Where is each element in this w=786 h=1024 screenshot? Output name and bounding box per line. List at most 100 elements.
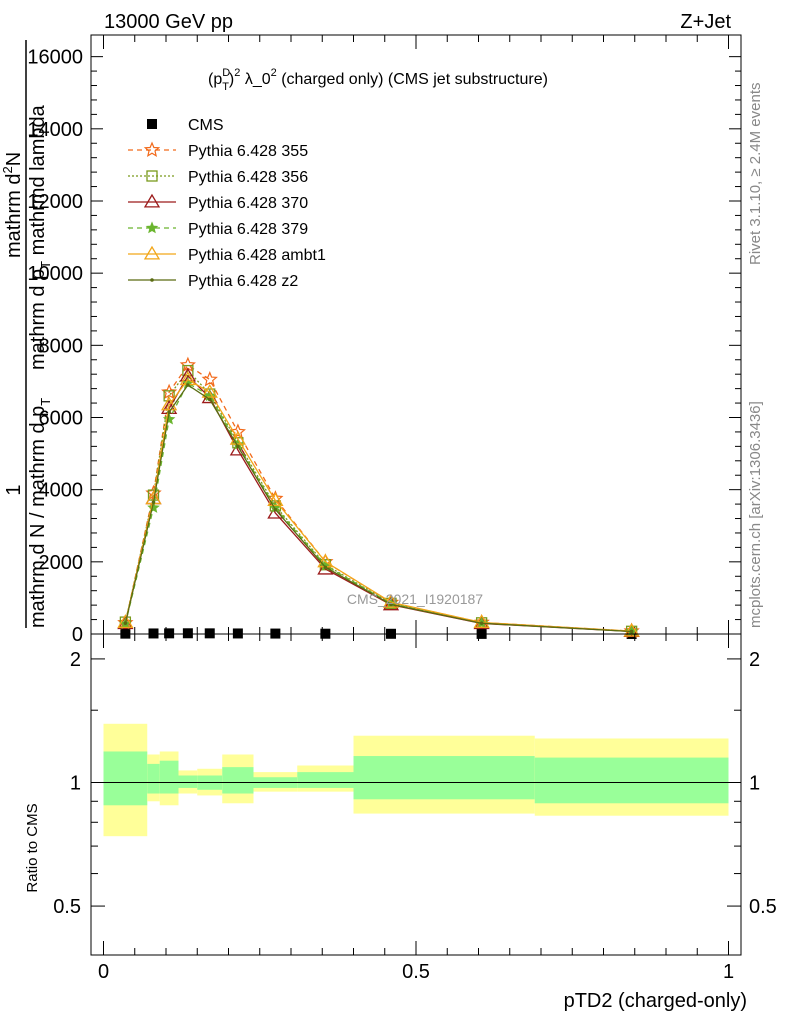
ratio-ytick-label-right: 2 [749, 649, 760, 671]
ylabel-denom2-rest: mathrmd lambda [27, 104, 49, 260]
main-ytick-label: 0 [72, 624, 83, 646]
legend-label: Pythia 6.428 356 [188, 169, 308, 186]
ratio-band-inner [297, 772, 354, 788]
mcplots-label: mcplots.cern.ch [arXiv:1306.3436] [747, 401, 764, 628]
series-line [124, 369, 632, 632]
main-ytick-label: 10000 [27, 263, 83, 285]
ylabel-numer2-sup: 2 [0, 166, 15, 173]
legend-marker [145, 221, 159, 234]
legend-marker [150, 278, 154, 282]
ylabel-denom2: mathrm d pT mathrmd lambda [27, 104, 53, 370]
title-p: p [213, 71, 222, 88]
header-right-label: Z+Jet [680, 11, 731, 33]
data-point [629, 629, 634, 634]
ratio-ytick-label-right: 0.5 [749, 896, 777, 918]
ratio-band-inner [222, 767, 254, 794]
legend-marker [143, 193, 161, 208]
data-point [207, 397, 212, 402]
title-sup-2a: 2 [234, 67, 240, 79]
data-point [623, 622, 640, 637]
data-point [201, 371, 218, 387]
main-ytick-label: 2000 [39, 552, 84, 574]
data-point [164, 628, 175, 639]
ylabel-denom1-sub: T [38, 398, 53, 406]
ratio-band-inner [534, 757, 729, 804]
x-tick-label: 0 [98, 961, 109, 983]
data-point [389, 602, 393, 607]
data-point [479, 621, 484, 625]
main-ytick-label: 16000 [27, 47, 83, 69]
series-line [124, 378, 632, 632]
main-ytick-label: 14000 [27, 119, 83, 141]
data-point [147, 501, 160, 513]
chart-title: (pD T)2 λ_02 (charged only) (CMS jet subs… [208, 67, 548, 93]
ratio-ytick-label-left: 2 [70, 649, 81, 671]
x-tick-label: 1 [723, 961, 734, 983]
data-point [161, 383, 178, 400]
legend-marker [146, 170, 158, 182]
title-sup-2b: 2 [271, 67, 277, 79]
ratio-band-inner [147, 763, 160, 794]
ylabel-denom1: mathrm d N / mathrm d pT [27, 398, 53, 628]
data-point [236, 444, 240, 449]
analysis-watermark: CMS_2021_I1920187 [347, 591, 483, 607]
ylabel-numer2-rest: N [3, 152, 25, 166]
legend-marker [143, 141, 161, 157]
title-sup-d: D [222, 67, 230, 79]
main-ytick-label: 8000 [39, 335, 84, 357]
ylabel-numer2-main: mathrm d [3, 174, 25, 258]
title-lambda: λ_0 [240, 71, 270, 88]
data-point [382, 593, 400, 608]
ratio-ytick-label-left: 0.5 [53, 896, 81, 918]
data-point [167, 410, 171, 414]
main-ytick-label: 12000 [27, 191, 83, 213]
title-sub-t: T [222, 81, 229, 93]
data-point [182, 628, 193, 639]
data-point [148, 628, 159, 639]
main-ytick-label: 6000 [39, 407, 84, 429]
data-point [123, 621, 128, 625]
title-rest: (charged only) (CMS jet substructure) [277, 71, 548, 88]
main-ytick-label: 4000 [39, 480, 84, 502]
data-point [229, 430, 247, 445]
ratio-band-inner [428, 756, 535, 800]
ylabel-numer2: mathrm d2N [0, 152, 25, 258]
data-point [473, 614, 490, 629]
data-point [323, 565, 328, 570]
ratio-band-inner [103, 751, 148, 806]
data-point [186, 383, 190, 387]
data-point [204, 628, 215, 639]
ratio-band-inner [353, 756, 429, 800]
data-point [151, 500, 156, 505]
legend-label: Pythia 6.428 370 [188, 195, 308, 212]
legend-label: CMS [188, 117, 224, 134]
legend: CMS Pythia 6.428 355 Pythia 6.428 356 Pythi… [128, 117, 326, 290]
ratio-panel: 0 0.5 1 0.5 0.5 1 1 2 2 [53, 633, 777, 983]
data-point [317, 560, 334, 575]
legend-label: Pythia 6.428 ambt1 [188, 247, 326, 264]
main-ylabel: 1 mathrm d N / mathrm d pT mathrm d2N ma… [0, 40, 53, 628]
ylabel-denom1-main: mathrm d N / mathrm d p [27, 406, 49, 628]
legend-marker [147, 119, 157, 129]
data-point [267, 492, 284, 507]
ylabel-denom2-sub: T [38, 261, 53, 269]
legend-label: Pythia 6.428 355 [188, 143, 308, 160]
data-point [232, 628, 243, 639]
ratio-ytick-label-left: 1 [70, 772, 81, 794]
ratio-ylabel: Ratio to CMS [24, 803, 41, 892]
legend-label: Pythia 6.428 379 [188, 221, 308, 238]
ratio-band-inner [178, 775, 198, 788]
series-6 [123, 383, 634, 634]
ratio-ytick-label-right: 1 [749, 772, 760, 794]
x-axis-label: pTD2 (charged-only) [564, 990, 747, 1012]
data-point [201, 383, 218, 398]
ylabel-denom2-main: mathrm d p [27, 269, 49, 370]
header-left-label: 13000 GeV pp [104, 11, 233, 33]
data-point [273, 507, 278, 512]
legend-label: Pythia 6.428 z2 [188, 273, 298, 290]
x-tick-label: 0.5 [402, 961, 430, 983]
rivet-version-label: Rivet 3.1.10, ≥ 2.4M events [747, 83, 764, 266]
ratio-band-inner [159, 760, 179, 794]
data-point [160, 396, 178, 411]
